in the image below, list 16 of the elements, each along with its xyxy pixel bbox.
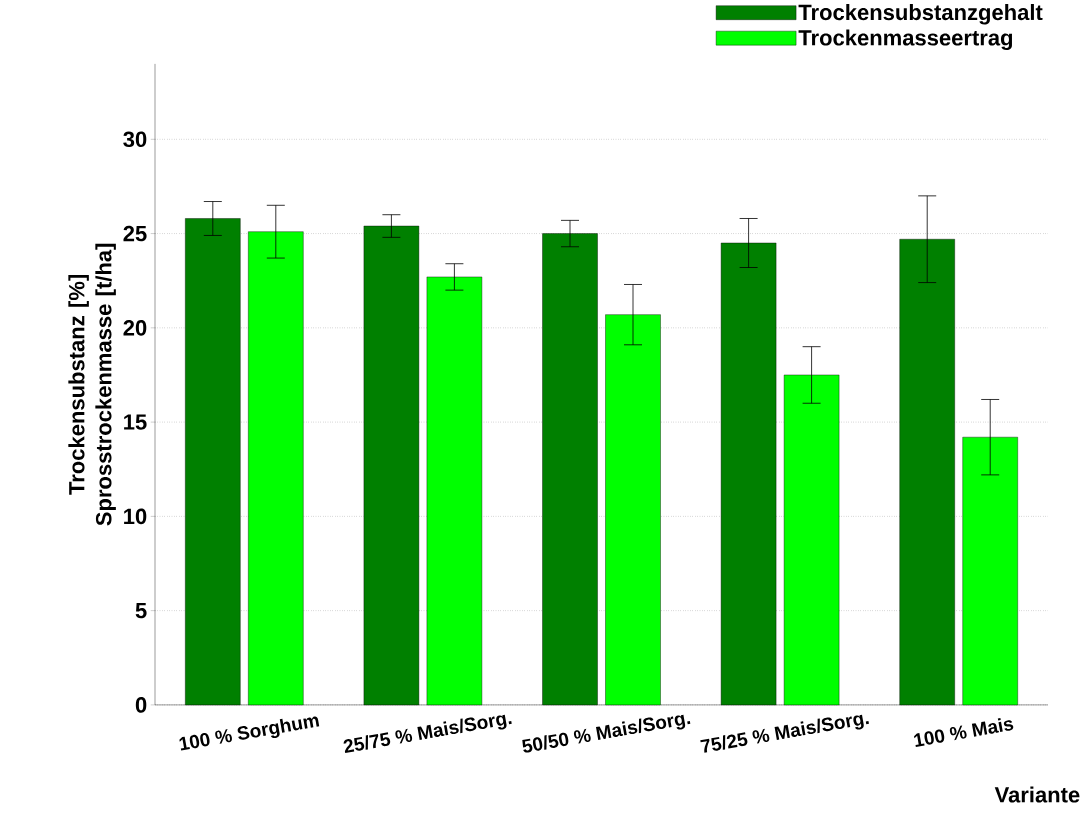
y-tick-label: 10: [124, 508, 147, 525]
y-tick-label: 30: [123, 131, 147, 148]
y-tick-label: 20: [123, 320, 147, 336]
x-tick-label: 25/75 % Mais/Sorg.: [343, 714, 512, 754]
legend-label: Trockenmasseertrag: [798, 29, 1013, 51]
x-axis-title: Variante: [994, 786, 1080, 803]
y-tick-label: 5: [135, 603, 147, 619]
x-tick-label: 100 % Sorghum: [179, 716, 320, 751]
legend-label: Trockensubstanzgehalt: [798, 4, 1043, 25]
x-tick-label: 100 % Mais: [914, 718, 1014, 747]
y-tick-label: 0: [135, 697, 147, 713]
x-tick-label: 50/50 % Mais/Sorg.: [522, 714, 691, 753]
y-axis-title: Trockensubstanz [%] Sprosstrockenmasse [t/ha]: [68, 243, 116, 526]
x-tick-label: 75/25 % Mais/Sorg.: [700, 714, 869, 753]
y-tick-label: 25: [123, 225, 147, 242]
y-tick-label: 15: [124, 414, 147, 430]
